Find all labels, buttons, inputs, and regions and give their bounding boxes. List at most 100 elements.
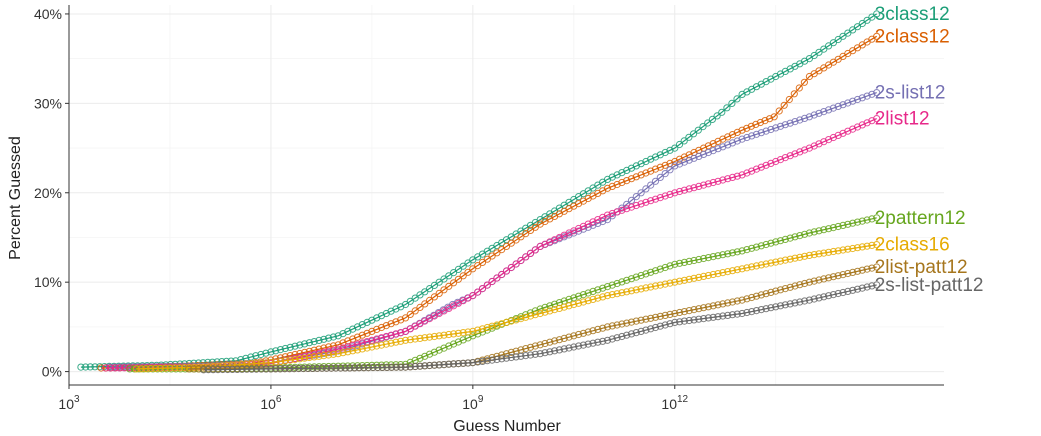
data-point [618,289,626,297]
data-point [666,310,674,318]
data-point [767,239,775,247]
data-point [517,256,525,265]
data-point [512,236,520,244]
data-point [761,117,769,125]
data-point [536,305,544,313]
data-point [161,364,169,372]
series-label-2class12: 2class12 [875,26,950,47]
data-point [584,297,592,305]
data-point [661,321,669,329]
data-point [594,338,602,346]
data-point [676,308,684,317]
data-point [839,101,847,109]
data-point [267,348,275,356]
data-point [388,363,396,371]
data-point [560,345,568,353]
data-point [522,352,530,360]
data-point [498,320,506,328]
data-point [584,328,592,336]
data-point [281,357,289,365]
data-point [728,249,737,257]
data-point [272,365,280,373]
data-point [531,246,539,254]
data-point [474,358,482,366]
data-point [623,177,631,185]
data-point [483,357,491,365]
data-point [704,119,712,127]
data-point [531,342,539,350]
data-point [671,318,679,326]
data-point [849,219,857,227]
series-label-2list-patt12: 2list-patt12 [875,257,968,278]
data-point [517,315,525,323]
data-point [286,363,294,372]
data-point [637,327,645,335]
data-point [748,263,756,271]
data-point [738,247,746,255]
data-point [599,293,607,301]
data-point [647,197,655,205]
data-point [594,294,602,302]
data-point [483,281,491,289]
data-point [695,273,703,281]
data-point [849,26,857,34]
data-point [374,363,382,372]
data-point [522,345,530,353]
data-point [363,344,371,352]
data-point [704,180,713,188]
data-point [105,363,114,371]
x-tick-label: 106 [260,394,282,412]
data-point [849,244,857,253]
data-point [541,303,549,311]
data-point [445,272,453,280]
data-point [435,361,443,369]
data-point [536,309,544,318]
data-point [329,333,337,341]
data-point [801,230,809,238]
data-point [839,271,847,279]
data-point [781,121,789,129]
data-point [613,180,621,189]
data-point [469,359,477,367]
data-point [724,299,732,307]
data-point [248,365,256,373]
data-point [853,285,862,293]
data-point [743,308,751,317]
data-point [623,276,631,284]
data-point [430,332,438,341]
data-point [714,301,722,309]
data-point [685,307,693,315]
data-point [440,286,448,294]
data-point [565,302,573,310]
data-point [285,365,294,373]
data-point [387,331,395,339]
data-point [680,258,689,266]
data-point [820,275,828,283]
data-point [233,365,241,373]
data-point [401,363,410,371]
data-point [478,357,487,365]
data-point [248,360,256,368]
data-point [575,342,583,350]
data-point [772,238,780,246]
data-point [695,182,703,190]
data-point [786,255,794,263]
data-point [642,315,650,323]
data-point [801,146,809,154]
data-point [873,263,881,271]
data-point [671,189,679,197]
data-point [219,365,227,374]
data-point [733,310,741,318]
data-point [295,364,303,373]
data-point [291,342,299,350]
data-point [377,341,386,349]
data-point [676,259,684,267]
data-point [796,232,804,240]
data-point [661,192,669,200]
data-point [690,256,698,265]
data-point [796,298,804,306]
data-point [785,95,793,104]
data-point [825,292,833,300]
data-point [426,285,434,293]
data-point [743,169,751,177]
